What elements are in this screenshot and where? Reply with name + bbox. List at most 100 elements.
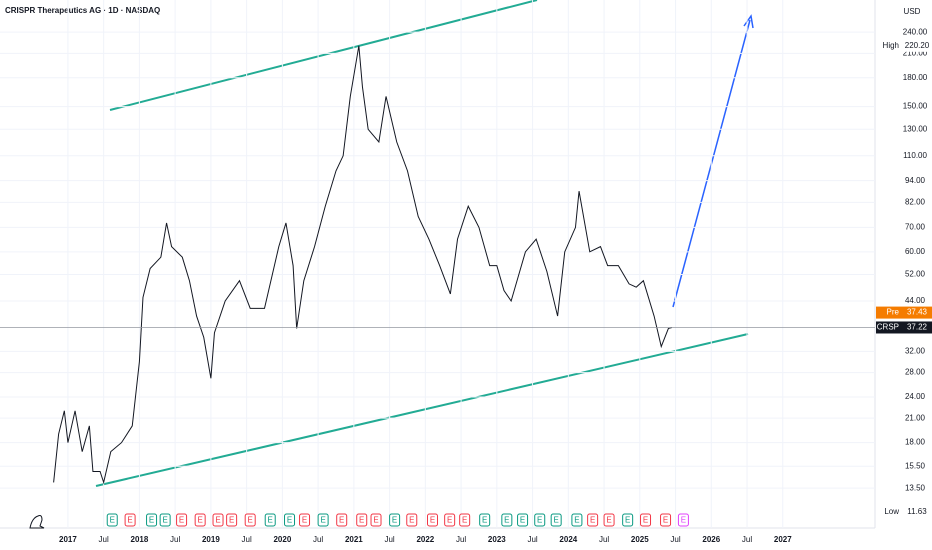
x-tick-label: 2024 — [559, 535, 577, 544]
earnings-marker — [106, 513, 118, 527]
earnings-marker — [317, 513, 329, 527]
y-tick-label: 94.00 — [905, 176, 926, 185]
logo — [29, 515, 45, 529]
y-tick-label: 18.00 — [905, 438, 926, 447]
price-tag-value: 11.63 — [907, 507, 927, 516]
earnings-marker — [370, 513, 382, 527]
price-tag-value-bg — [902, 306, 932, 319]
x-tick-label: Jul — [742, 535, 752, 544]
earnings-label: E — [197, 516, 202, 525]
earnings-label: E — [110, 516, 115, 525]
earnings-label: E — [462, 516, 467, 525]
earnings-marker — [124, 513, 136, 527]
earnings-label: E — [681, 516, 686, 525]
earnings-label: E — [537, 516, 542, 525]
x-tick-label: Jul — [599, 535, 609, 544]
x-tick-label: Jul — [313, 535, 323, 544]
earnings-marker — [406, 513, 418, 527]
earnings-label: E — [520, 516, 525, 525]
price-tag-name: CRSP — [877, 323, 899, 332]
earnings-label: E — [320, 516, 325, 525]
earnings-marker — [571, 513, 583, 527]
x-tick-label: Jul — [384, 535, 394, 544]
y-tick-label: 28.00 — [905, 368, 926, 377]
earnings-label: E — [373, 516, 378, 525]
earnings-label: E — [625, 516, 630, 525]
y-tick-label: 24.00 — [905, 392, 926, 401]
earnings-marker — [444, 513, 456, 527]
y-tick-label: 15.50 — [905, 461, 926, 470]
earnings-label: E — [359, 516, 364, 525]
earnings-label: E — [553, 516, 558, 525]
price-tag-value: 37.43 — [907, 308, 928, 317]
x-tick-label: 2020 — [273, 535, 291, 544]
earnings-label: E — [504, 516, 509, 525]
earnings-label: E — [215, 516, 220, 525]
y-tick-label: 32.00 — [905, 347, 926, 356]
arrow-head — [743, 14, 754, 29]
earnings-label: E — [179, 516, 184, 525]
earnings-marker — [660, 513, 672, 527]
price-tag-value-bg — [902, 321, 932, 334]
earnings-label: E — [663, 516, 668, 525]
x-tick-label: Jul — [670, 535, 680, 544]
earnings-label: E — [574, 516, 579, 525]
earnings-label: E — [127, 516, 132, 525]
earnings-marker — [640, 513, 652, 527]
price-tag-name-bg — [876, 306, 902, 319]
earnings-marker — [517, 513, 529, 527]
earnings-label: E — [162, 516, 167, 525]
price-tag-name-bg — [876, 321, 902, 334]
earnings-marker — [459, 513, 471, 527]
earnings-marker — [336, 513, 348, 527]
earnings-marker — [501, 513, 513, 527]
price-tag-value: 220.20 — [905, 41, 930, 50]
earnings-marker — [622, 513, 634, 527]
x-tick-label: 2023 — [488, 535, 506, 544]
x-tick-label: 2018 — [131, 535, 149, 544]
earnings-marker — [550, 513, 562, 527]
x-tick-label: 2017 — [59, 535, 77, 544]
price-tag-name: Pre — [887, 308, 900, 317]
x-tick-label: Jul — [170, 535, 180, 544]
earnings-label: E — [447, 516, 452, 525]
earnings-label: E — [590, 516, 595, 525]
x-tick-label: Jul — [527, 535, 537, 544]
earnings-marker — [284, 513, 296, 527]
price-line — [53, 45, 673, 485]
price-tag-value-bg — [902, 505, 932, 518]
y-tick-label: 210.00 — [903, 48, 928, 57]
earnings-label: E — [430, 516, 435, 525]
x-tick-label: Jul — [99, 535, 109, 544]
x-tick-label: 2022 — [416, 535, 434, 544]
earnings-label: E — [409, 516, 414, 525]
earnings-label: E — [482, 516, 487, 525]
x-tick-label: 2027 — [774, 535, 792, 544]
earnings-label: E — [392, 516, 397, 525]
earnings-label: E — [149, 516, 154, 525]
y-tick-label: 52.00 — [905, 270, 926, 279]
y-tick-label: 82.00 — [905, 197, 926, 206]
x-tick-label: Jul — [242, 535, 252, 544]
earnings-marker — [146, 513, 158, 527]
x-tick-label: Jul — [456, 535, 466, 544]
earnings-label: E — [229, 516, 234, 525]
earnings-marker — [159, 513, 171, 527]
earnings-marker — [677, 513, 689, 527]
earnings-marker — [176, 513, 188, 527]
earnings-label: E — [606, 516, 611, 525]
earnings-marker — [479, 513, 491, 527]
y-tick-label: 60.00 — [905, 247, 926, 256]
earnings-marker — [603, 513, 615, 527]
earnings-marker — [534, 513, 546, 527]
earnings-marker — [264, 513, 276, 527]
y-tick-label: 70.00 — [905, 223, 926, 232]
x-tick-label: 2019 — [202, 535, 220, 544]
y-tick-label: 240.00 — [903, 27, 928, 36]
earnings-label: E — [643, 516, 648, 525]
earnings-label: E — [339, 516, 344, 525]
earnings-marker — [426, 513, 438, 527]
earnings-label: E — [248, 516, 253, 525]
